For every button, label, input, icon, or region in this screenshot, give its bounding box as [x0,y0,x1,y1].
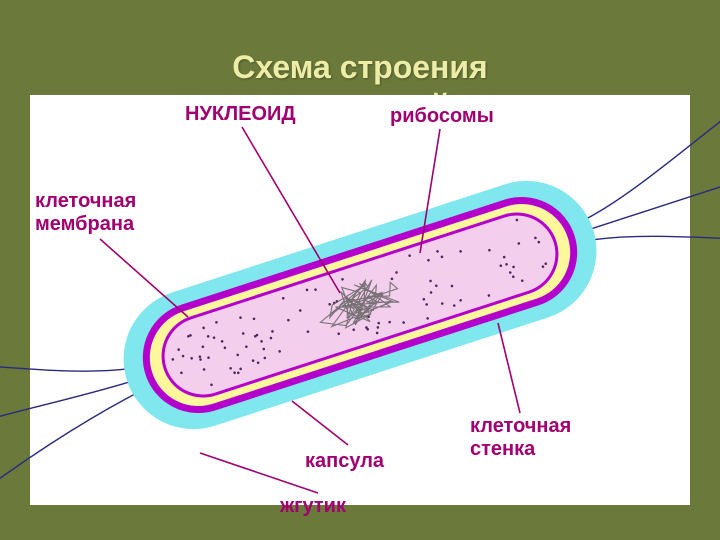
label-membrane: клеточная мембрана [35,190,136,236]
label-ribosomes: рибосомы [390,105,494,128]
diagram-panel: НУКЛЕОИД рибосомы клеточная мембрана капсул… [30,95,690,505]
cell-diagram [30,95,690,505]
label-wall: клеточная стенка [470,415,571,461]
label-nucleoid: НУКЛЕОИД [185,103,296,126]
label-flagellum: жгутик [280,495,346,518]
label-capsule: капсула [305,450,384,473]
